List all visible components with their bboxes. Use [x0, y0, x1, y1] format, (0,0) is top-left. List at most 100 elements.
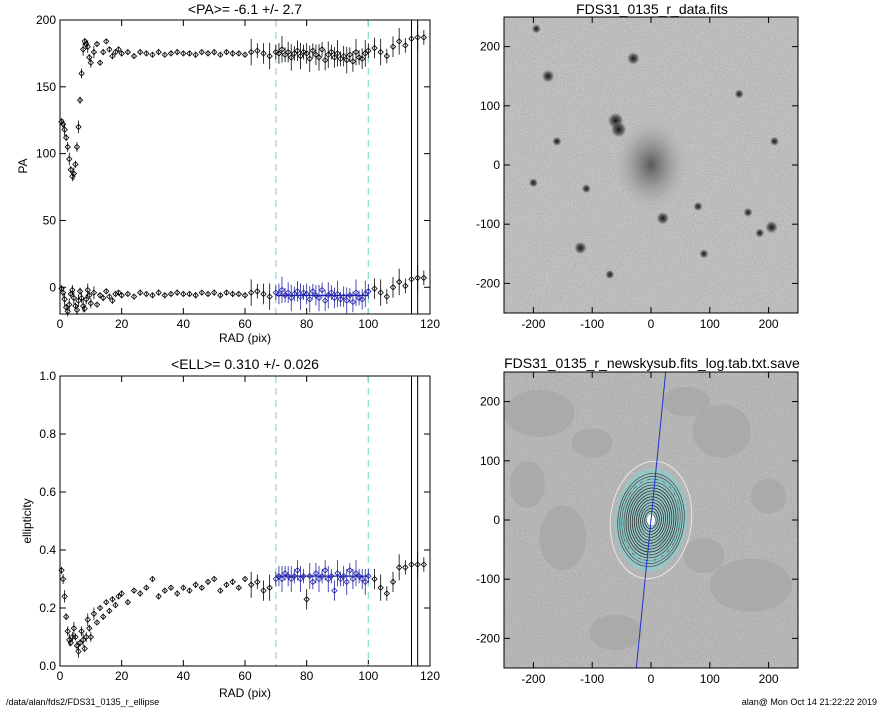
data-point — [275, 572, 283, 580]
x-tick-label: 40 — [177, 317, 191, 331]
data-point — [96, 604, 104, 612]
data-point — [75, 123, 82, 131]
data-point — [248, 48, 255, 56]
point-source — [531, 24, 542, 34]
data-point — [272, 289, 279, 296]
point-source — [755, 228, 765, 238]
data-point — [389, 284, 397, 291]
footer-path: /data/alan/fds2/FDS31_0135_r_ellipse — [6, 697, 159, 707]
y-tick-label: -100 — [476, 217, 500, 231]
data-point — [331, 587, 338, 594]
data-point — [229, 578, 236, 586]
x-tick-label: 60 — [238, 317, 252, 331]
data-point — [383, 52, 390, 60]
data-point — [130, 293, 138, 300]
point-source — [605, 269, 615, 280]
mask-region — [750, 478, 787, 514]
x-tick-label: 80 — [300, 317, 314, 331]
point-source — [626, 51, 640, 65]
data-point — [377, 289, 384, 296]
data-point — [143, 584, 150, 591]
x-tick-label: 80 — [300, 669, 314, 683]
y-tick-label: -200 — [476, 276, 500, 290]
data-point — [64, 628, 71, 635]
data-point — [87, 300, 94, 307]
mask-region — [504, 389, 575, 437]
footer-timestamp: alan@ Mon Oct 14 21:22:22 2019 — [742, 697, 877, 707]
y-tick-label: 200 — [480, 395, 500, 409]
data-point — [294, 288, 301, 295]
x-tick-label: 200 — [759, 672, 779, 686]
data-point — [198, 289, 205, 296]
data-point — [241, 575, 249, 583]
data-point — [266, 584, 273, 591]
data-point — [343, 578, 350, 586]
pa-ylabel: PA — [16, 158, 30, 173]
data-point — [124, 48, 131, 56]
data-point — [61, 126, 68, 133]
data-point — [334, 50, 341, 57]
data-point — [86, 292, 93, 299]
data-point — [115, 593, 122, 600]
data-point — [66, 636, 73, 644]
data-point — [204, 50, 212, 57]
data-point — [223, 581, 230, 588]
data-point — [340, 52, 347, 60]
mask-region — [709, 558, 793, 612]
point-source — [581, 183, 592, 194]
x-tick-label: 20 — [115, 669, 129, 683]
point-source — [693, 201, 703, 212]
data-point — [64, 143, 71, 151]
data-point — [217, 292, 224, 299]
data-point — [103, 288, 110, 295]
data-point — [78, 294, 85, 302]
data-point — [396, 38, 403, 45]
data-point — [143, 50, 150, 57]
data-point — [291, 572, 298, 580]
x-tick-label: -200 — [521, 317, 545, 331]
pa-plot-frame — [59, 19, 431, 315]
data-point — [78, 628, 85, 635]
data-point — [70, 625, 78, 632]
data-point — [79, 302, 87, 310]
point-source — [573, 241, 587, 255]
data-point — [235, 290, 242, 298]
data-point — [365, 47, 372, 54]
data-point — [174, 289, 181, 296]
data-point — [402, 42, 409, 49]
data-point — [275, 50, 283, 57]
x-tick-label: 200 — [759, 317, 779, 331]
major-axis-line — [635, 372, 667, 668]
data-point — [86, 54, 93, 61]
data-point — [100, 294, 107, 302]
data-point — [318, 46, 326, 53]
data-point — [318, 572, 326, 580]
data-point — [285, 572, 292, 580]
data-point — [303, 290, 310, 298]
data-point — [79, 46, 87, 53]
data-point — [297, 52, 304, 60]
data-point — [67, 639, 74, 646]
model-title: FDS31_0135_r_newskysub.fits_log.tab.txt.… — [504, 355, 800, 371]
data-point — [352, 48, 360, 56]
data-point — [90, 48, 98, 56]
data-point — [78, 70, 85, 77]
data-point — [167, 584, 175, 591]
data-point — [109, 596, 116, 603]
data-point — [124, 290, 131, 298]
data-point — [180, 50, 187, 57]
data-point — [346, 51, 353, 58]
data-point — [288, 294, 295, 302]
data-point — [192, 581, 199, 588]
data-point — [309, 288, 316, 295]
data-point — [81, 305, 88, 312]
mask-region — [589, 614, 643, 651]
image-title: FDS31_0135_r_data.fits — [576, 1, 728, 17]
data-point — [59, 575, 67, 583]
data-point — [254, 578, 261, 586]
data-point — [149, 575, 156, 583]
data-point — [137, 289, 144, 296]
data-point — [186, 290, 193, 298]
data-point — [343, 56, 350, 64]
data-point — [167, 290, 175, 298]
